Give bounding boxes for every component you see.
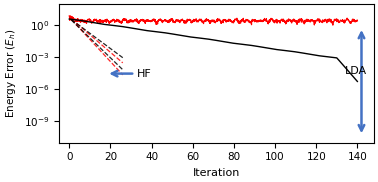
Y-axis label: Energy Error ($E_h$): Energy Error ($E_h$) <box>4 29 18 118</box>
Text: HF: HF <box>137 69 152 79</box>
Text: LDA: LDA <box>345 66 367 76</box>
X-axis label: Iteration: Iteration <box>193 168 240 178</box>
